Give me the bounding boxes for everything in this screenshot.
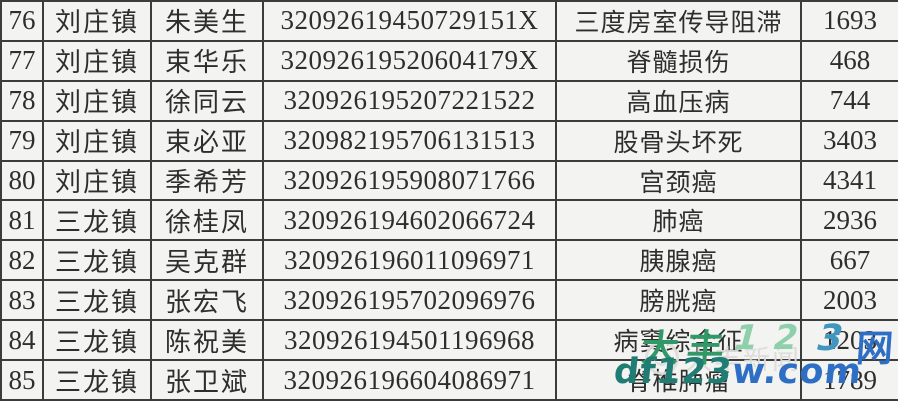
disease-cell: 脊椎肿瘤 xyxy=(555,359,802,401)
id-number-cell: 320926194501196968 xyxy=(262,319,557,362)
row-number-cell: 84 xyxy=(0,319,44,362)
id-number-cell: 320926194602066724 xyxy=(262,199,557,242)
person-name-cell: 束必亚 xyxy=(150,119,264,162)
id-number-cell: 320926196011096971 xyxy=(262,239,557,282)
disease-cell: 宫颈癌 xyxy=(555,159,802,202)
id-number-cell: 320926195207221522 xyxy=(262,79,557,122)
town-cell: 三龙镇 xyxy=(42,199,152,242)
person-name-cell: 陈祝美 xyxy=(150,319,264,362)
amount-cell: 1203 xyxy=(800,319,898,362)
id-number-cell: 32092619520604179X xyxy=(262,39,557,82)
table-row: 83 三龙镇 张宏飞 320926195702096976 膀胱癌 2003 xyxy=(0,279,898,322)
row-number-cell: 78 xyxy=(0,79,44,122)
row-number-cell: 82 xyxy=(0,239,44,282)
disease-cell: 肺癌 xyxy=(555,199,802,242)
amount-cell: 667 xyxy=(800,239,898,282)
row-number-cell: 81 xyxy=(0,199,44,242)
table-row: 81 三龙镇 徐桂凤 320926194602066724 肺癌 2936 xyxy=(0,199,898,242)
disease-cell: 三度房室传导阻滞 xyxy=(555,0,802,42)
table-row: 84 三龙镇 陈祝美 320926194501196968 病窦综合征 1203 xyxy=(0,319,898,362)
disease-cell: 胰腺癌 xyxy=(555,239,802,282)
table-row: 77 刘庄镇 束华乐 32092619520604179X 脊髓损伤 468 xyxy=(0,39,898,82)
row-number-cell: 80 xyxy=(0,159,44,202)
table-row: 79 刘庄镇 束必亚 320982195706131513 股骨头坏死 3403 xyxy=(0,119,898,162)
id-number-cell: 320926195908071766 xyxy=(262,159,557,202)
row-number-cell: 77 xyxy=(0,39,44,82)
amount-cell: 1789 xyxy=(800,359,898,401)
disease-cell: 病窦综合征 xyxy=(555,319,802,362)
town-cell: 刘庄镇 xyxy=(42,79,152,122)
amount-cell: 468 xyxy=(800,39,898,82)
person-name-cell: 张宏飞 xyxy=(150,279,264,322)
table-row: 80 刘庄镇 季希芳 320926195908071766 宫颈癌 4341 xyxy=(0,159,898,202)
amount-cell: 3403 xyxy=(800,119,898,162)
table-row: 85 三龙镇 张卫斌 320926196604086971 脊椎肿瘤 1789 xyxy=(0,359,898,401)
row-number-cell: 79 xyxy=(0,119,44,162)
row-number-cell: 76 xyxy=(0,0,44,42)
id-number-cell: 320926195702096976 xyxy=(262,279,557,322)
id-number-cell: 320982195706131513 xyxy=(262,119,557,162)
table-row: 76 刘庄镇 朱美生 32092619450729151X 三度房室传导阻滞 1… xyxy=(0,0,898,42)
disease-cell: 股骨头坏死 xyxy=(555,119,802,162)
town-cell: 三龙镇 xyxy=(42,359,152,401)
town-cell: 刘庄镇 xyxy=(42,0,152,42)
town-cell: 三龙镇 xyxy=(42,319,152,362)
person-name-cell: 吴克群 xyxy=(150,239,264,282)
town-cell: 三龙镇 xyxy=(42,279,152,322)
amount-cell: 744 xyxy=(800,79,898,122)
row-number-cell: 85 xyxy=(0,359,44,401)
town-cell: 三龙镇 xyxy=(42,239,152,282)
person-name-cell: 束华乐 xyxy=(150,39,264,82)
row-number-cell: 83 xyxy=(0,279,44,322)
person-name-cell: 张卫斌 xyxy=(150,359,264,401)
amount-cell: 1693 xyxy=(800,0,898,42)
disease-cell: 膀胱癌 xyxy=(555,279,802,322)
person-name-cell: 徐同云 xyxy=(150,79,264,122)
town-cell: 刘庄镇 xyxy=(42,159,152,202)
town-cell: 刘庄镇 xyxy=(42,119,152,162)
table-row: 82 三龙镇 吴克群 320926196011096971 胰腺癌 667 xyxy=(0,239,898,282)
id-number-cell: 320926196604086971 xyxy=(262,359,557,401)
disease-cell: 脊髓损伤 xyxy=(555,39,802,82)
disease-cell: 高血压病 xyxy=(555,79,802,122)
table-row: 78 刘庄镇 徐同云 320926195207221522 高血压病 744 xyxy=(0,79,898,122)
person-name-cell: 季希芳 xyxy=(150,159,264,202)
person-name-cell: 徐桂凤 xyxy=(150,199,264,242)
id-number-cell: 32092619450729151X xyxy=(262,0,557,42)
amount-cell: 2936 xyxy=(800,199,898,242)
town-cell: 刘庄镇 xyxy=(42,39,152,82)
amount-cell: 4341 xyxy=(800,159,898,202)
person-name-cell: 朱美生 xyxy=(150,0,264,42)
amount-cell: 2003 xyxy=(800,279,898,322)
